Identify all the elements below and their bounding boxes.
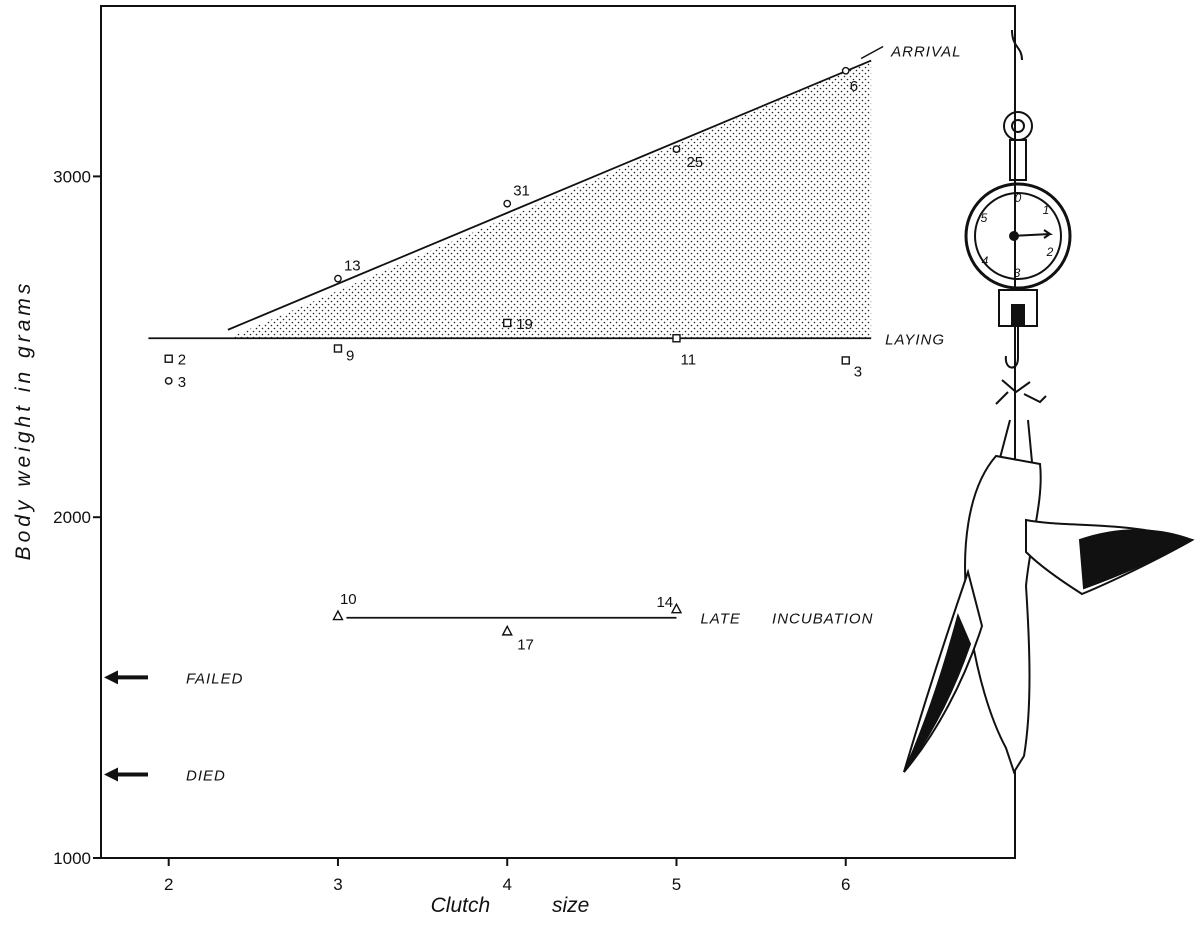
laying-point [333, 344, 343, 353]
died-marker-label: DIED [186, 768, 226, 785]
bird-feet [995, 379, 1047, 405]
arrival-line [227, 59, 872, 331]
arrival-sample-size-label: 6 [850, 78, 858, 95]
dial-numeral: 4 [982, 254, 989, 268]
laying-point [841, 356, 850, 365]
laying-point [503, 318, 512, 328]
laying-sample-size-label: 19 [516, 316, 533, 333]
scale-neck [1009, 139, 1027, 181]
scale-ring [1003, 111, 1033, 141]
laying-sample-size-label: 2 [178, 352, 186, 369]
late-incubation-series-label: LATE INCUBATION [700, 611, 873, 628]
laying-sample-size-label: 11 [680, 351, 696, 368]
laying-sample-size-label: 9 [346, 348, 354, 365]
late-incubation-point [501, 624, 513, 636]
x-tick-label: 5 [672, 875, 681, 894]
late-incubation-sample-size-label: 14 [656, 594, 673, 611]
dial-numeral: 3 [1014, 266, 1021, 280]
arrival-sample-size-label: 31 [513, 183, 530, 200]
failed-arrow-icon [104, 670, 118, 685]
laying-series-label: LAYING [885, 331, 945, 348]
arrival-point [841, 66, 850, 75]
arrival-series-label: ARRIVAL [890, 44, 961, 61]
y-tick-label: 1000 [53, 849, 91, 868]
late-incubation-point [670, 602, 683, 614]
laying-point [164, 354, 173, 363]
arrival-point [503, 199, 512, 208]
arrival-line-extension [860, 45, 884, 60]
died-arrow-icon [104, 767, 118, 782]
late-incubation-point [332, 609, 344, 621]
x-axis-title: Clutch size [431, 894, 590, 917]
y-tick-label: 2000 [53, 508, 91, 527]
late-incubation-sample-size-label: 17 [517, 636, 534, 653]
laying-point [672, 334, 681, 343]
dial-needle [1011, 229, 1054, 239]
arrival-point [334, 274, 342, 283]
y-tick-label: 3000 [53, 167, 91, 186]
scale-dial [964, 182, 1072, 290]
dial-numeral: 0 [1015, 191, 1022, 205]
x-tick-label: 6 [841, 875, 850, 894]
bird-legs [999, 419, 1033, 463]
arrival-sample-size-label: 13 [344, 258, 361, 275]
dial-numeral: 5 [981, 211, 988, 225]
dial-numeral: 2 [1046, 245, 1054, 259]
scale-hook [1004, 326, 1019, 369]
bird-wingtip-left [903, 612, 972, 773]
weight-loss-shaded-region [227, 60, 872, 339]
arrival-point [672, 145, 681, 154]
x-tick-label: 4 [502, 875, 511, 894]
laying-sample-size-label: 3 [854, 363, 862, 380]
dial-numeral: 1 [1043, 203, 1050, 217]
arrival-sample-size-label: 3 [178, 374, 186, 391]
late-incubation-sample-size-label: 10 [340, 591, 357, 608]
x-tick-label: 2 [164, 875, 173, 894]
arrival-sample-size-label: 25 [686, 154, 703, 171]
x-tick-label: 3 [333, 875, 342, 894]
y-axis-title: Body weight in grams [12, 280, 35, 561]
bird-scale-illustration: 0 1 2 3 4 5 [903, 29, 1195, 775]
arrival-point [164, 376, 173, 385]
bird-wingtip-right [1078, 529, 1195, 590]
scale-hook-top [1011, 29, 1023, 61]
failed-marker-label: FAILED [186, 670, 243, 687]
plot-frame [100, 5, 1016, 859]
